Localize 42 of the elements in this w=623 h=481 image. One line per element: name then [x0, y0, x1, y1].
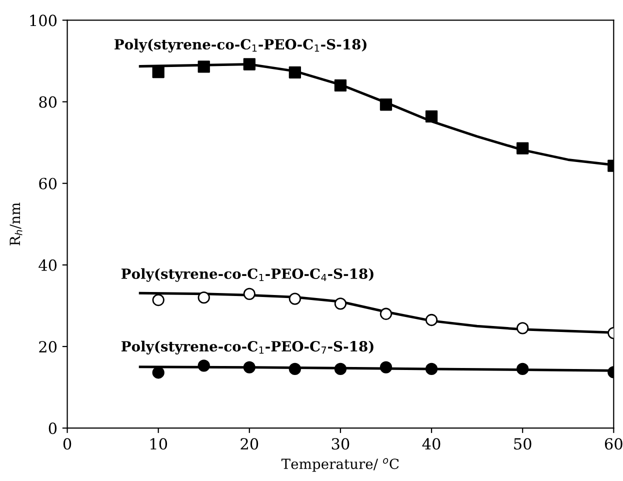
y-tick-label: 0: [48, 422, 57, 434]
point: [288, 66, 302, 78]
x-tick-label: 10: [150, 438, 168, 450]
point: [288, 362, 302, 376]
point: [198, 291, 210, 304]
point: [425, 314, 438, 326]
point: [243, 58, 256, 70]
point: [198, 360, 210, 372]
point: [243, 288, 256, 300]
x-tick-label: 60: [604, 438, 622, 450]
x-tick-label: 30: [332, 438, 350, 450]
point: [152, 66, 164, 78]
point: [425, 110, 438, 123]
y-tick-label: 40: [38, 259, 57, 271]
point: [516, 142, 529, 154]
point: [380, 98, 392, 111]
point: [334, 79, 347, 92]
x-tick-label: 40: [422, 438, 440, 450]
point: [243, 361, 256, 374]
point: [516, 362, 529, 376]
point: [380, 308, 392, 320]
y-tick-label: 20: [39, 340, 57, 353]
y-axis-title: R$_{h}$/nm: [10, 202, 22, 246]
point: [334, 362, 347, 376]
point: [198, 60, 210, 73]
x-tick-label: 0: [63, 438, 72, 450]
y-tick-label: 60: [39, 178, 57, 190]
series-label: Poly(styrene-co-C$_{1}$-PEO-C$_{1}$-S-18): [114, 38, 366, 52]
point: [516, 322, 529, 334]
point: [152, 294, 164, 306]
x-tick-label: 20: [240, 438, 258, 450]
point: [425, 362, 438, 376]
y-tick-label: 80: [39, 96, 57, 108]
y-tick-label: 100: [30, 14, 57, 26]
series-label: Poly(styrene-co-C$_{1}$-PEO-C$_{7}$-S-18): [121, 340, 374, 354]
x-tick-label: 50: [514, 438, 532, 450]
point: [288, 292, 302, 305]
point: [334, 298, 347, 310]
point: [380, 361, 392, 374]
x-axis-title: Temperature/ $^{o}$C: [281, 458, 399, 472]
point: [152, 366, 164, 379]
series-label: Poly(styrene-co-C$_{1}$-PEO-C$_{4}$-S-18): [121, 268, 374, 282]
